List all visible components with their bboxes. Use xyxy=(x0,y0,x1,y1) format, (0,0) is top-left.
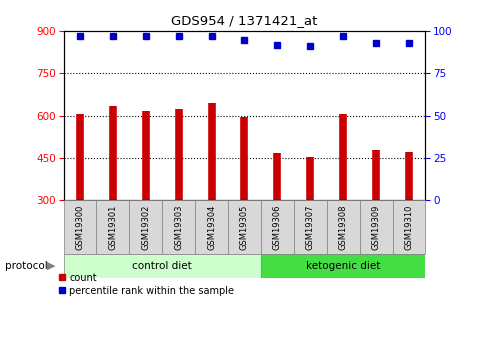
Bar xyxy=(195,200,227,254)
Text: GSM19309: GSM19309 xyxy=(371,204,380,250)
Text: ketogenic diet: ketogenic diet xyxy=(305,261,380,271)
Text: GSM19303: GSM19303 xyxy=(174,204,183,250)
Bar xyxy=(96,200,129,254)
Bar xyxy=(261,254,425,278)
Text: GSM19310: GSM19310 xyxy=(404,204,413,250)
Text: GSM19308: GSM19308 xyxy=(338,204,347,250)
Text: GDS954 / 1371421_at: GDS954 / 1371421_at xyxy=(171,14,317,27)
Text: control diet: control diet xyxy=(132,261,192,271)
Bar xyxy=(326,200,359,254)
Bar xyxy=(359,200,392,254)
Text: GSM19305: GSM19305 xyxy=(240,204,248,250)
Text: GSM19304: GSM19304 xyxy=(207,204,216,250)
Text: GSM19300: GSM19300 xyxy=(75,204,84,250)
Bar xyxy=(293,200,326,254)
Bar xyxy=(261,200,293,254)
Bar xyxy=(392,200,425,254)
Text: GSM19301: GSM19301 xyxy=(108,204,117,250)
Text: ▶: ▶ xyxy=(47,261,56,271)
Bar xyxy=(129,200,162,254)
Text: protocol: protocol xyxy=(5,261,47,271)
Text: GSM19302: GSM19302 xyxy=(141,204,150,250)
Bar xyxy=(63,200,96,254)
Bar xyxy=(162,200,195,254)
Text: GSM19307: GSM19307 xyxy=(305,204,314,250)
Bar xyxy=(227,200,261,254)
Legend: count, percentile rank within the sample: count, percentile rank within the sample xyxy=(54,269,238,299)
Text: GSM19306: GSM19306 xyxy=(272,204,281,250)
Bar xyxy=(63,254,261,278)
